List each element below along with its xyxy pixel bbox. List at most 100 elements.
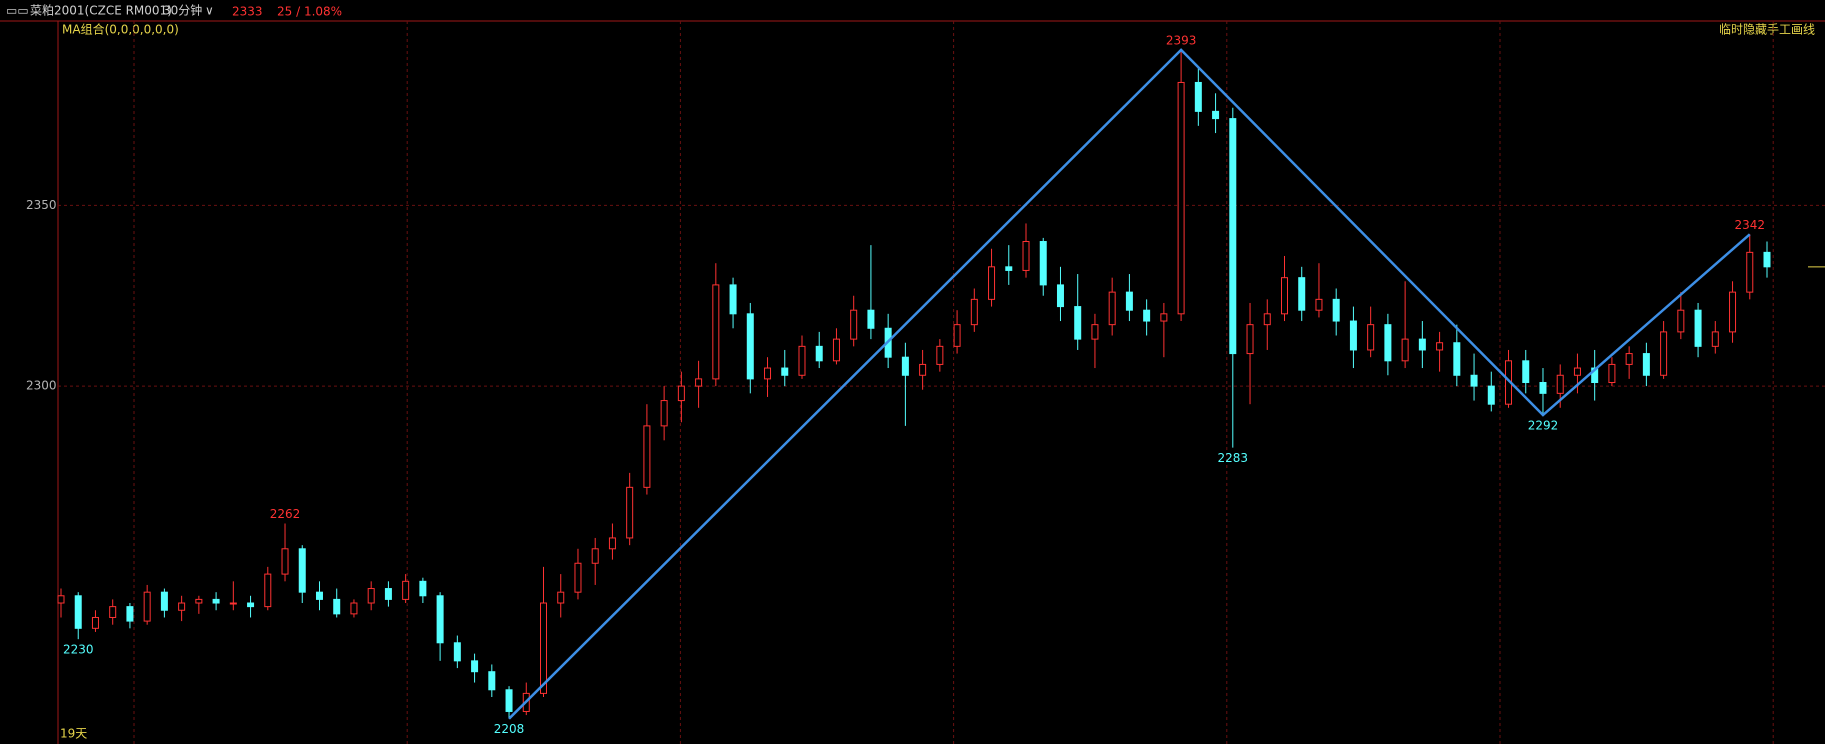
candle-body (1608, 363, 1616, 383)
candle-body (57, 595, 65, 604)
candle-body (1005, 266, 1013, 271)
candle-body (91, 616, 99, 629)
candle-body (1470, 374, 1478, 387)
candle-body (1349, 320, 1357, 351)
candle-body (212, 598, 220, 604)
candle-body (1125, 291, 1133, 311)
candle-body (1280, 277, 1288, 315)
candle-body (970, 298, 978, 326)
candle-body (591, 548, 599, 564)
candle-body (1194, 81, 1202, 112)
candle-body (402, 580, 410, 600)
candle-body (936, 345, 944, 365)
candle-body (126, 606, 134, 622)
candle-body (1642, 353, 1650, 376)
candle-body (1108, 291, 1116, 326)
candle-body (988, 266, 996, 300)
candle-body (815, 345, 823, 362)
candle-body (677, 385, 685, 402)
indicator-label[interactable]: MA组合(0,0,0,0,0,0) (62, 22, 179, 37)
candle-body (1384, 324, 1392, 362)
candle-body (436, 595, 444, 644)
candle-body (1556, 374, 1564, 394)
candle-body (178, 602, 186, 611)
range-label: 19天 (60, 727, 87, 741)
extreme-label: 2283 (1218, 451, 1249, 465)
candle-body (1539, 382, 1547, 394)
candle-body (264, 573, 272, 608)
candle-body (247, 602, 255, 608)
candle-body (798, 345, 806, 376)
extreme-label: 2393 (1166, 33, 1197, 47)
candle-body (505, 689, 513, 712)
candle-body (367, 588, 375, 604)
candle-body (281, 548, 289, 575)
period-arrow[interactable]: ∨ (205, 4, 214, 18)
candle-body (1487, 385, 1495, 405)
candle-body (1056, 284, 1064, 308)
candle-body (557, 591, 565, 604)
candle-body (1263, 313, 1271, 326)
candle-body (1298, 277, 1306, 311)
candle-body (1660, 331, 1668, 376)
y-tick-label: 2300 (26, 379, 57, 393)
candle-body (74, 595, 82, 629)
period-selector[interactable]: 30分钟 (163, 3, 202, 18)
candle-body (298, 548, 306, 593)
candle-body (712, 284, 720, 380)
candle-body (1436, 342, 1444, 351)
candle-body (1039, 241, 1047, 286)
candle-body (867, 309, 875, 329)
extreme-label: 2292 (1528, 419, 1559, 433)
candle-body (901, 356, 909, 376)
candle-body (746, 313, 754, 380)
last-price: 2333 (232, 5, 263, 19)
instrument-title: 菜粕2001(CZCE RM001) (30, 3, 172, 18)
candle-body (1367, 324, 1375, 351)
menu-icon[interactable]: ▭▭ (6, 4, 29, 18)
candle-body (1091, 324, 1099, 340)
candle-body (384, 588, 392, 600)
extreme-label: 2342 (1734, 218, 1765, 232)
candle-body (695, 378, 703, 387)
candle-body (781, 367, 789, 376)
candle-body (350, 602, 358, 615)
candle-body (1625, 353, 1633, 365)
candle-body (764, 367, 772, 380)
trend-line (508, 48, 1751, 720)
candle-body (626, 486, 634, 539)
candle-body (1746, 251, 1754, 293)
candle-body (1022, 241, 1030, 271)
extreme-label: 2208 (494, 722, 525, 736)
candle-body (1573, 367, 1581, 376)
candle-body (660, 400, 668, 427)
candle-body (160, 591, 168, 611)
candle-body (1401, 338, 1409, 362)
candle-body (195, 598, 203, 604)
candle-body (333, 598, 341, 615)
extreme-label: 2262 (270, 507, 301, 521)
candle-body (1763, 251, 1771, 268)
toolbar-label[interactable]: 临时隐藏手工画线 (1719, 23, 1815, 37)
candle-body (1315, 298, 1323, 311)
candle-body (832, 338, 840, 362)
candle-body (1418, 338, 1426, 351)
candle-body (143, 591, 151, 622)
candle-body (953, 324, 961, 347)
change-label: 25 / 1.08% (277, 5, 342, 19)
candle-body (1143, 309, 1151, 322)
candle-body (453, 642, 461, 662)
candle-body (109, 606, 117, 618)
candle-body (729, 284, 737, 315)
candle-body (1677, 309, 1685, 333)
candle-body (574, 562, 582, 593)
candle-body (1522, 360, 1530, 383)
candle-body (1729, 291, 1737, 333)
candle-body (1694, 309, 1702, 347)
candle-body (1212, 110, 1220, 120)
candle-body (315, 591, 323, 600)
y-tick-label: 2350 (26, 198, 57, 212)
